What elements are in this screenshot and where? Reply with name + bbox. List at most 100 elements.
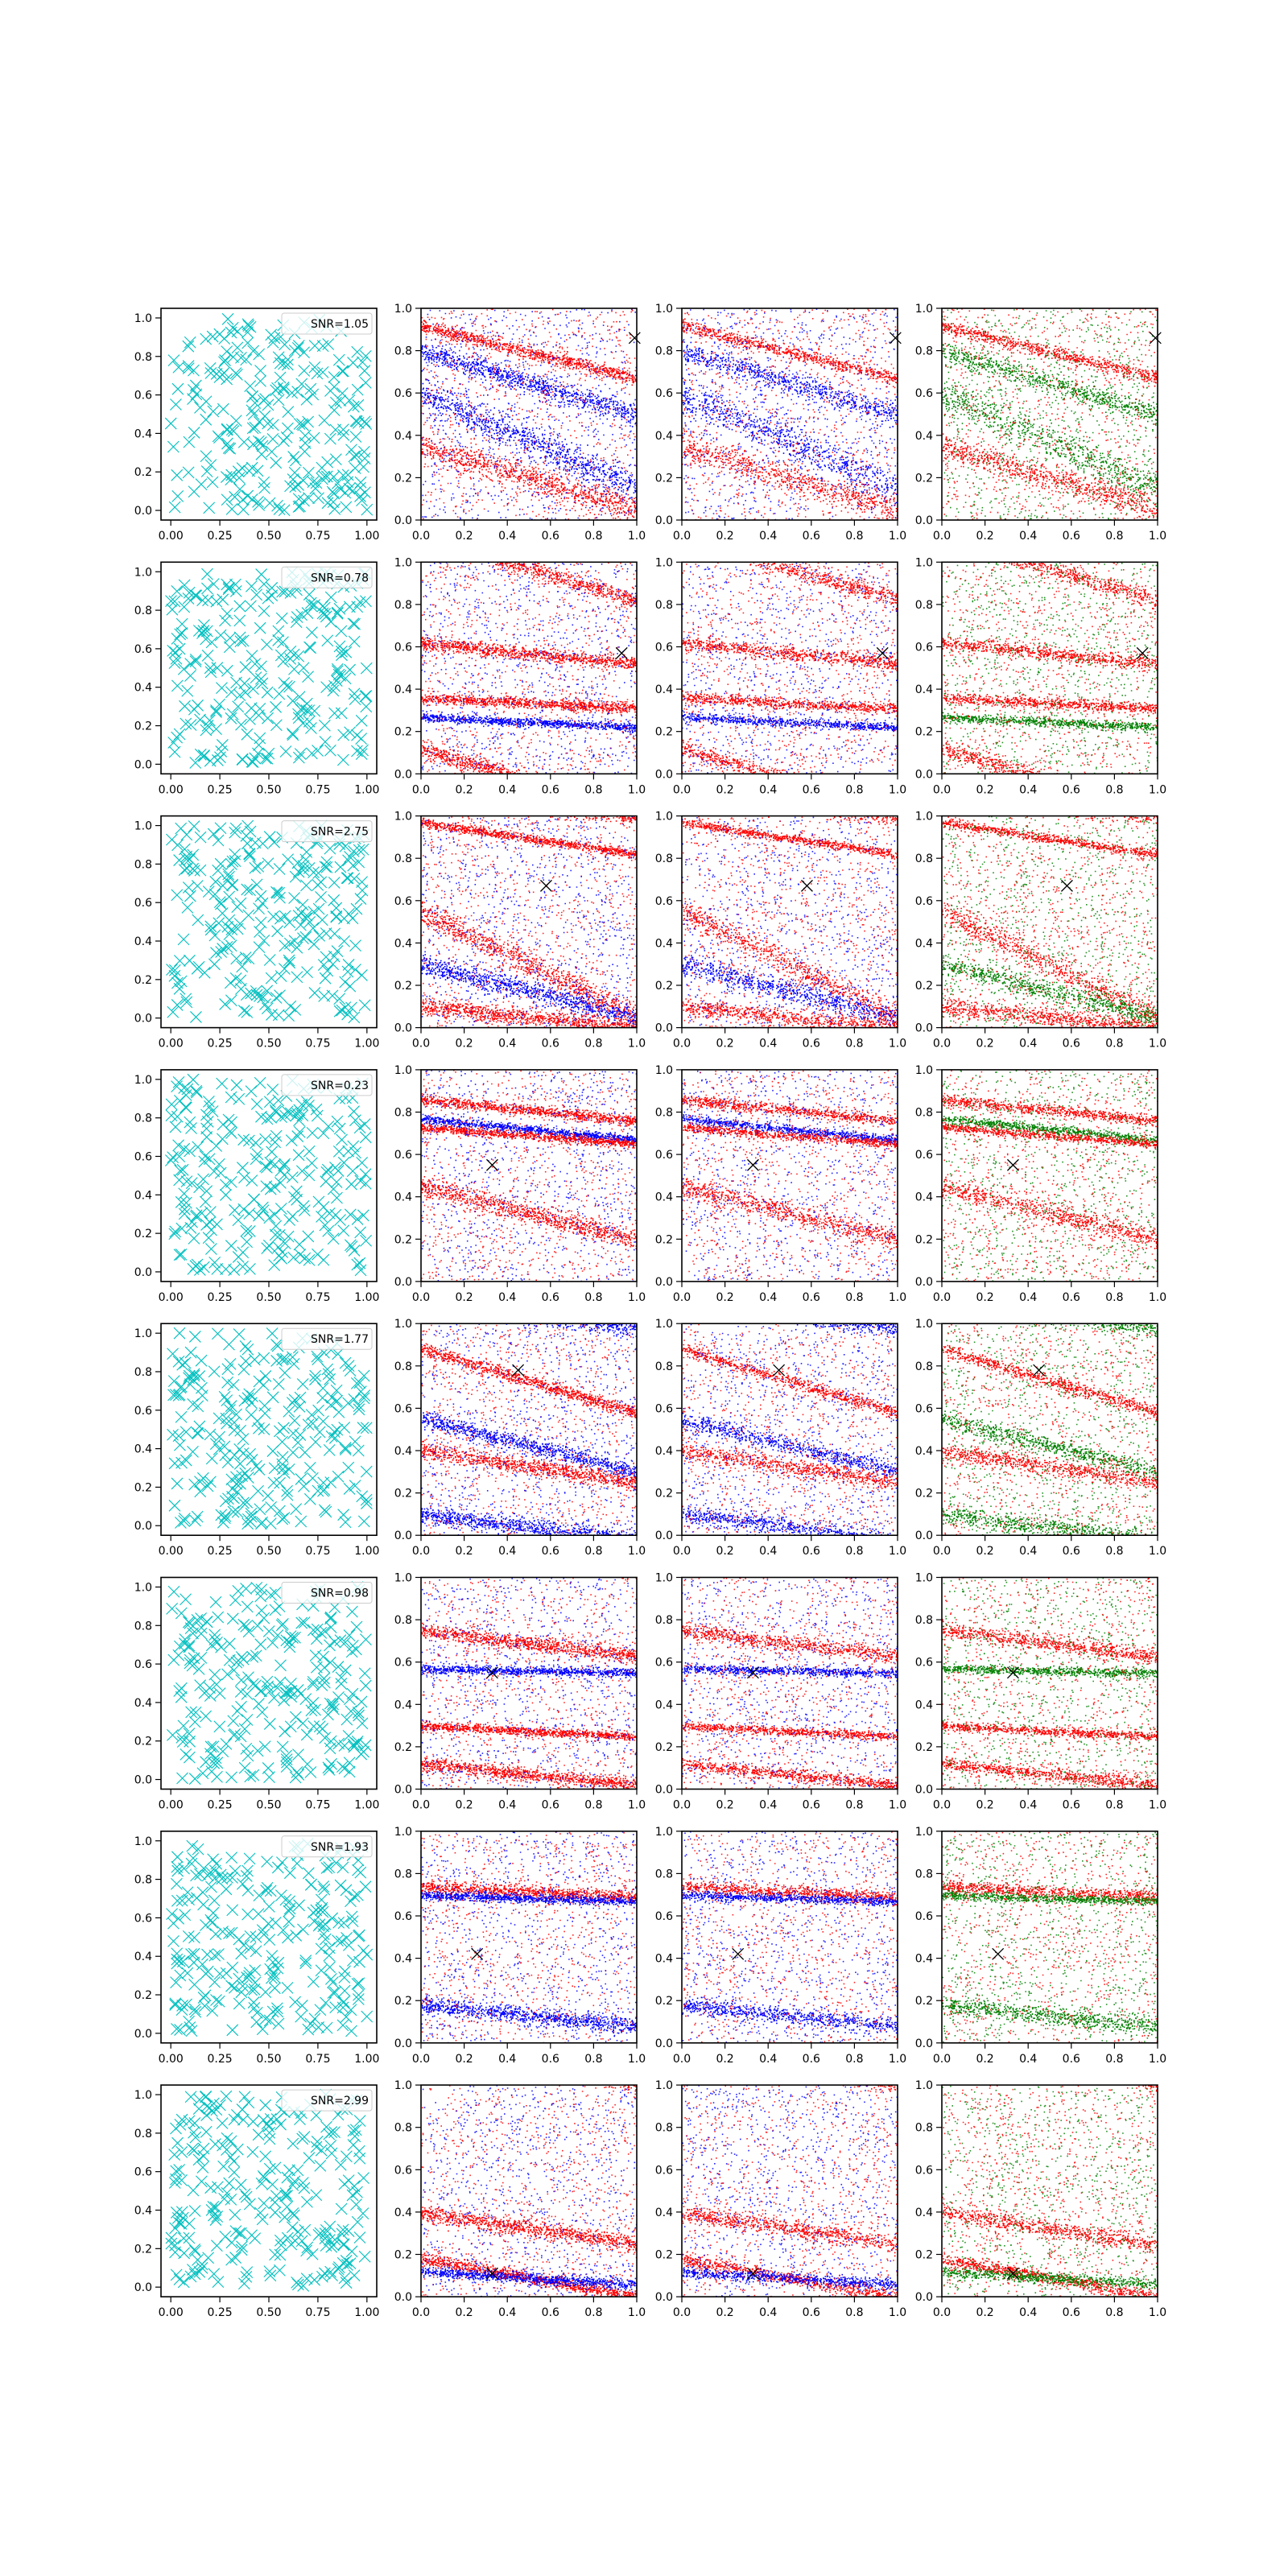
y-tick-label: 0.6: [134, 643, 152, 656]
y-tick-label: 0.4: [134, 427, 152, 440]
y-tick-label: 0.0: [394, 2291, 412, 2304]
y-tick-label: 0.0: [915, 1022, 933, 1035]
y-tick-label: 0.4: [915, 683, 933, 696]
x-tick-label: 1.0: [889, 530, 906, 543]
y-tick-label: 1.0: [394, 303, 412, 316]
x-tick-label: 0.75: [305, 530, 330, 543]
y-tick-label: 0.6: [915, 1657, 933, 1670]
x-tick-label: 0.8: [1105, 530, 1123, 543]
y-tick-label: 1.0: [655, 811, 673, 824]
x-tick-label: 0.2: [976, 2053, 993, 2066]
y-tick-label: 0.2: [134, 1481, 152, 1494]
y-tick-label: 0.4: [655, 1953, 673, 1966]
y-tick-label: 0.4: [915, 430, 933, 443]
y-tick-label: 0.2: [655, 726, 673, 739]
x-tick-label: 0.8: [845, 1291, 863, 1304]
y-tick-label: 0.0: [134, 2281, 152, 2294]
x-tick-label: 0.2: [455, 2306, 473, 2319]
y-tick-label: 0.6: [655, 2164, 673, 2177]
y-tick-label: 0.0: [394, 768, 412, 781]
y-tick-label: 0.8: [655, 1360, 673, 1373]
x-tick-label: 0.4: [498, 783, 516, 796]
y-tick-label: 0.0: [394, 1530, 412, 1542]
y-tick-label: 0.6: [655, 642, 673, 654]
x-tick-label: 0.6: [542, 1799, 559, 1812]
x-tick-label: 1.0: [1149, 2053, 1166, 2066]
y-tick-label: 0.4: [134, 1443, 152, 1456]
y-tick-label: 0.6: [394, 895, 412, 908]
y-tick-label: 0.4: [134, 682, 152, 695]
x-tick-label: 0.8: [584, 2053, 602, 2066]
y-tick-label: 0.8: [394, 1868, 412, 1880]
x-tick-label: 0.6: [1063, 783, 1080, 796]
y-tick-label: 0.0: [915, 768, 933, 781]
y-tick-label: 0.0: [655, 1530, 673, 1542]
y-tick-label: 0.6: [655, 1657, 673, 1670]
y-tick-label: 0.4: [394, 2207, 412, 2219]
y-tick-label: 0.0: [655, 1276, 673, 1289]
x-tick-label: 0.8: [845, 1545, 863, 1558]
x-tick-label: 1.0: [1149, 2306, 1166, 2319]
x-tick-label: 0.0: [933, 1291, 951, 1304]
x-tick-label: 0.0: [673, 1545, 691, 1558]
x-tick-label: 0.4: [498, 2306, 516, 2319]
y-tick-label: 0.0: [394, 2037, 412, 2050]
x-tick-label: 1.0: [889, 1291, 906, 1304]
x-tick-label: 0.6: [803, 1545, 820, 1558]
y-tick-label: 0.2: [394, 1741, 412, 1754]
x-tick-label: 0.0: [412, 530, 430, 543]
y-tick-label: 0.4: [134, 1697, 152, 1710]
x-tick-label: 0.25: [208, 1291, 233, 1304]
y-tick-label: 0.8: [134, 1113, 152, 1125]
x-tick-label: 0.2: [716, 1545, 733, 1558]
snr-label: SNR=2.75: [311, 826, 369, 839]
x-tick-label: 0.0: [412, 2306, 430, 2319]
x-tick-label: 0.2: [716, 783, 733, 796]
y-tick-label: 0.8: [394, 1614, 412, 1627]
x-tick-label: 0.6: [1063, 1799, 1080, 1812]
y-tick-label: 0.2: [394, 472, 412, 485]
y-tick-label: 0.4: [655, 683, 673, 696]
x-tick-label: 0.6: [1063, 1038, 1080, 1051]
x-tick-label: 0.8: [1105, 1038, 1123, 1051]
y-tick-label: 0.4: [915, 1953, 933, 1966]
y-tick-label: 0.0: [915, 1276, 933, 1289]
x-tick-label: 0.0: [673, 2306, 691, 2319]
x-tick-label: 0.4: [759, 1545, 777, 1558]
x-tick-label: 1.0: [889, 2306, 906, 2319]
x-tick-label: 1.00: [354, 1291, 379, 1304]
y-tick-label: 0.6: [394, 387, 412, 400]
y-tick-label: 0.4: [655, 1445, 673, 1458]
y-tick-label: 1.0: [134, 312, 152, 325]
y-tick-label: 1.0: [394, 1826, 412, 1839]
y-tick-label: 0.2: [915, 1233, 933, 1246]
y-tick-label: 0.0: [655, 768, 673, 781]
x-tick-label: 0.6: [803, 530, 820, 543]
x-tick-label: 0.8: [1105, 1545, 1123, 1558]
y-tick-label: 0.4: [915, 1191, 933, 1204]
y-tick-label: 0.0: [134, 505, 152, 518]
y-tick-label: 0.2: [915, 980, 933, 993]
y-tick-label: 0.0: [915, 2291, 933, 2304]
x-tick-label: 1.00: [354, 2306, 379, 2319]
x-tick-label: 0.4: [759, 1291, 777, 1304]
y-tick-label: 0.6: [134, 390, 152, 402]
x-tick-label: 0.6: [803, 1291, 820, 1304]
x-tick-label: 0.75: [305, 1799, 330, 1812]
y-tick-label: 0.2: [655, 1995, 673, 2008]
y-tick-label: 0.8: [915, 345, 933, 358]
x-tick-label: 0.0: [673, 2053, 691, 2066]
x-tick-label: 0.00: [159, 1545, 184, 1558]
y-tick-label: 0.4: [394, 1445, 412, 1458]
x-tick-label: 0.6: [803, 1799, 820, 1812]
y-tick-label: 0.8: [915, 852, 933, 865]
x-tick-label: 0.6: [1063, 2053, 1080, 2066]
x-tick-label: 0.4: [498, 530, 516, 543]
snr-label: SNR=2.99: [311, 2095, 369, 2107]
y-tick-label: 1.0: [655, 303, 673, 316]
x-tick-label: 1.00: [354, 2053, 379, 2066]
x-tick-label: 0.6: [542, 1545, 559, 1558]
x-tick-label: 0.0: [673, 1038, 691, 1051]
x-tick-label: 1.00: [354, 1545, 379, 1558]
x-tick-label: 0.00: [159, 2306, 184, 2319]
